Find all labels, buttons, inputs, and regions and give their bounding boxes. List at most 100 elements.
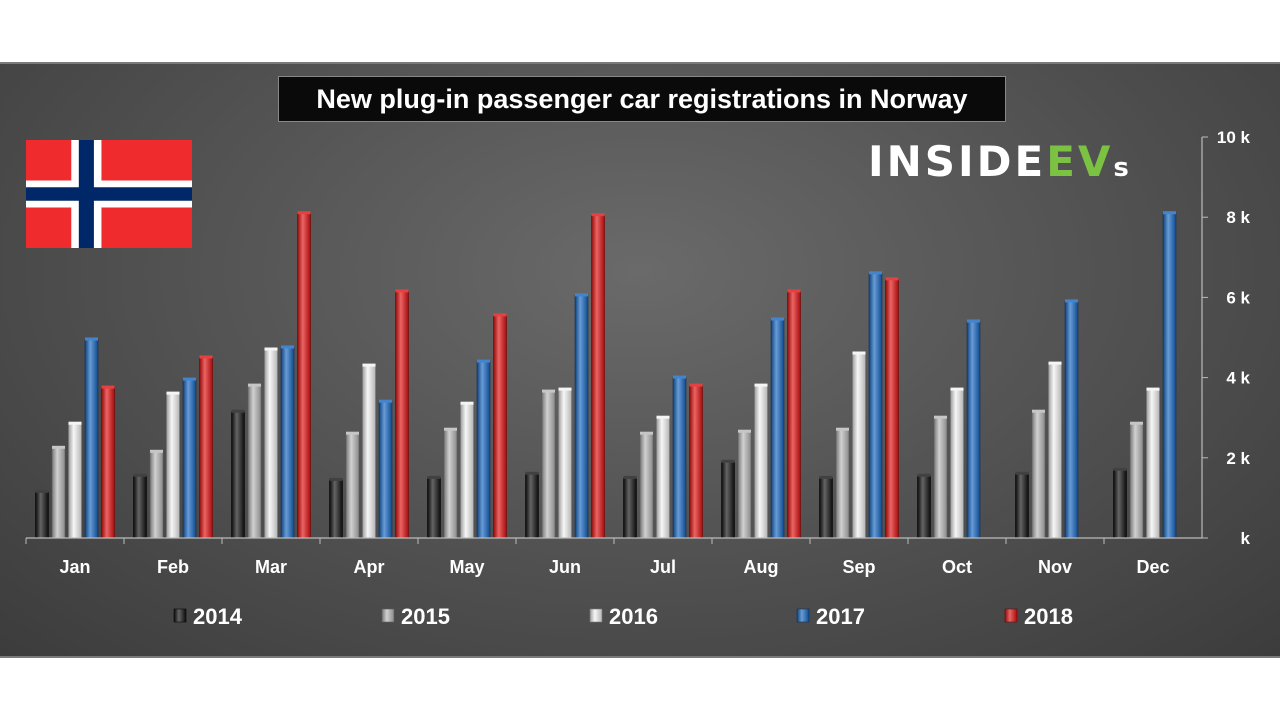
bar-2015-oct <box>933 417 948 539</box>
legend-label-2017: 2017 <box>816 604 865 629</box>
x-tick-label: Aug <box>744 557 779 577</box>
brand-logo-part2: EV <box>1046 137 1114 186</box>
bar-2015-apr <box>345 433 360 539</box>
brand-logo: INSIDEEVs <box>868 138 1132 186</box>
bar-2014-aug <box>721 461 735 539</box>
bar-cap-2017-aug <box>771 317 784 321</box>
bar-2014-dec <box>1113 469 1127 539</box>
bar-cap-2014-feb <box>133 473 147 477</box>
y-tick-label: k <box>1241 529 1251 548</box>
labels-layer: Jan Feb Mar Apr May Jun Jul Aug Sep Oct Nov Dec k 2 k… <box>59 128 1250 577</box>
x-tick-label: Dec <box>1136 557 1169 577</box>
bar-cap-2018-jun <box>591 213 605 217</box>
bar-cap-2018-jul <box>689 383 703 387</box>
bar-cap-2017-nov <box>1065 299 1078 303</box>
legend-swatch-2017 <box>796 608 810 623</box>
bar-2017-dec <box>1162 212 1177 539</box>
bar-cap-2017-dec <box>1163 211 1176 215</box>
bar-2014-may <box>427 477 441 539</box>
bar-cap-2016-mar <box>264 347 278 351</box>
bar-2016-jan <box>68 423 82 539</box>
x-tick-label: Jan <box>59 557 90 577</box>
bar-cap-2018-sep <box>885 277 899 281</box>
bar-2016-oct <box>950 389 964 539</box>
bar-2016-sep <box>852 353 866 539</box>
x-tick-label: Sep <box>842 557 875 577</box>
bar-2015-jun <box>541 391 556 539</box>
bar-cap-2016-jul <box>656 415 670 419</box>
bar-cap-2015-nov <box>1032 409 1045 413</box>
legend-label-2015: 2015 <box>401 604 450 629</box>
bar-2017-feb <box>182 379 197 539</box>
bar-cap-2015-mar <box>248 383 261 387</box>
bar-cap-2018-apr <box>395 289 409 293</box>
bar-cap-2015-dec <box>1130 421 1143 425</box>
bar-cap-2017-jan <box>85 337 98 341</box>
bar-2014-oct <box>917 475 931 539</box>
legend-label-2018: 2018 <box>1024 604 1073 629</box>
legend-swatch-2015 <box>381 608 395 623</box>
y-tick-label: 4 k <box>1226 369 1250 388</box>
bar-cap-2016-may <box>460 401 474 405</box>
x-tick-label: May <box>449 557 484 577</box>
legend-label-2016: 2016 <box>609 604 658 629</box>
x-tick-label: Apr <box>354 557 385 577</box>
bar-cap-2014-mar <box>231 409 245 413</box>
bar-cap-2014-jun <box>525 471 539 475</box>
legend-label-2014: 2014 <box>193 604 243 629</box>
bar-cap-2016-jan <box>68 421 82 425</box>
bar-2015-jul <box>639 433 654 539</box>
bar-cap-2016-aug <box>754 383 768 387</box>
bar-2018-feb <box>199 357 213 539</box>
bar-2015-dec <box>1129 423 1144 539</box>
bar-cap-2017-sep <box>869 271 882 275</box>
bar-cap-2015-jul <box>640 431 653 435</box>
legend: 2014 2015 2016 2017 2018 <box>173 604 1073 629</box>
bar-cap-2017-may <box>477 359 490 363</box>
bar-2017-nov <box>1064 301 1079 539</box>
bar-2018-jul <box>689 385 703 539</box>
bar-2016-jun <box>558 389 572 539</box>
bar-2018-aug <box>787 291 801 539</box>
norway-flag-icon <box>26 140 192 248</box>
brand-logo-part1: INSIDE <box>868 137 1047 186</box>
bar-cap-2014-jan <box>35 489 49 493</box>
bar-cap-2015-oct <box>934 415 947 419</box>
bar-2016-dec <box>1146 389 1160 539</box>
x-tick-label: Mar <box>255 557 287 577</box>
bar-2016-nov <box>1048 363 1062 539</box>
x-tick-label: Feb <box>157 557 189 577</box>
bar-cap-2018-mar <box>297 211 311 215</box>
bar-2014-jul <box>623 477 637 539</box>
chart-panel: New plug-in passenger car registrations … <box>0 62 1280 658</box>
bar-2016-apr <box>362 365 376 539</box>
x-tick-label: Nov <box>1038 557 1072 577</box>
bar-cap-2016-apr <box>362 363 376 367</box>
bar-2018-apr <box>395 291 409 539</box>
bar-2015-jan <box>51 447 66 539</box>
bar-2017-sep <box>868 273 883 539</box>
bar-cap-2015-jun <box>542 389 555 393</box>
bar-2014-nov <box>1015 473 1029 539</box>
bar-cap-2016-sep <box>852 351 866 355</box>
bar-cap-2017-oct <box>967 319 980 323</box>
legend-swatch-2014 <box>173 608 187 623</box>
chart-title: New plug-in passenger car registrations … <box>278 76 1006 122</box>
bar-cap-2016-jun <box>558 387 572 391</box>
y-tick-label: 6 k <box>1226 288 1250 307</box>
bar-cap-2014-jul <box>623 475 637 479</box>
bar-cap-2015-apr <box>346 431 359 435</box>
bar-cap-2017-jun <box>575 293 588 297</box>
bar-cap-2018-aug <box>787 289 801 293</box>
x-tick-label: Oct <box>942 557 972 577</box>
bar-2014-apr <box>329 479 343 539</box>
bar-2017-apr <box>378 401 393 539</box>
bar-2018-jan <box>101 387 115 539</box>
bar-2016-mar <box>264 349 278 539</box>
bar-cap-2015-sep <box>836 427 849 431</box>
bar-2016-may <box>460 403 474 539</box>
bar-cap-2014-oct <box>917 473 931 477</box>
bar-cap-2014-sep <box>819 475 833 479</box>
bar-cap-2015-may <box>444 427 457 431</box>
bar-2015-feb <box>149 451 164 539</box>
